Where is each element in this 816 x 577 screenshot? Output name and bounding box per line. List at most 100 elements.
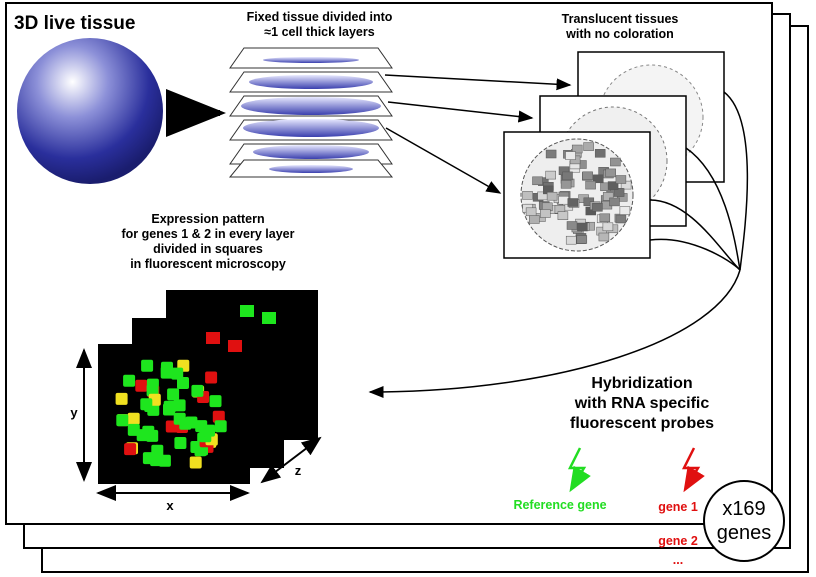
fluorescent-tile	[205, 371, 218, 384]
fluorescent-tile	[136, 429, 149, 442]
slice-tile	[582, 171, 593, 181]
fixed-tissue-line-2: ≈1 cell thick layers	[264, 25, 375, 39]
translucent-label: Translucent tissues with no coloration	[540, 12, 700, 42]
fluorescent-tile	[116, 414, 129, 427]
hybridization-line-1: Hybridization	[591, 375, 693, 392]
slice-tile	[576, 235, 588, 244]
fluorescent-tile	[190, 441, 203, 453]
slice-tile	[615, 175, 627, 184]
slice-tile	[613, 188, 625, 197]
slice-tile	[605, 168, 616, 178]
reference-probe-icon	[567, 447, 591, 493]
slice-tile	[598, 232, 610, 242]
expression-panels	[98, 290, 318, 484]
fluorescent-tile	[135, 379, 148, 392]
fluorescent-tile	[161, 361, 173, 374]
fluorescent-tile	[140, 398, 153, 411]
gene-probe-icon	[681, 447, 705, 493]
tissue-layers	[228, 47, 394, 178]
translucent-line-2: with no coloration	[566, 27, 674, 41]
hybridization-line-2: with RNA specific	[574, 395, 710, 412]
live-tissue-sphere	[17, 38, 163, 184]
translucent-slices	[503, 51, 725, 259]
fluorescent-tile	[189, 456, 202, 469]
slice-tile	[545, 149, 557, 159]
fluorescent-tile	[142, 452, 155, 465]
gene2-label: gene 2	[658, 534, 698, 548]
slice-tile	[593, 174, 604, 184]
fluorescent-tile	[173, 399, 186, 412]
slice-tile	[585, 180, 596, 190]
fluorescent-tile	[124, 443, 137, 456]
fluorescent-tile	[115, 392, 128, 405]
fluorescent-tile	[214, 420, 227, 433]
fluorescent-tile	[240, 305, 254, 317]
fluorescent-tile	[177, 377, 189, 389]
fluorescent-tile	[185, 416, 198, 429]
slice-tile	[594, 149, 606, 158]
z-axis-arrow	[260, 436, 322, 484]
slice-tile	[567, 198, 579, 207]
slice-tile	[558, 195, 569, 205]
fluorescent-tile	[146, 429, 159, 442]
slice-tile	[592, 203, 603, 212]
slice-tile	[607, 181, 619, 190]
gene-counter-top: x169	[722, 498, 766, 520]
fluorescent-tile	[206, 332, 220, 344]
gene-counter-circle	[703, 480, 785, 562]
expression-label: Expression pattern for genes 1 & 2 in ev…	[88, 212, 328, 272]
slice-tile	[529, 215, 540, 224]
expression-line-1: Expression pattern	[151, 212, 265, 226]
slice-tile	[577, 222, 588, 232]
fluorescent-tile	[209, 395, 222, 408]
fixed-tissue-line-1: Fixed tissue divided into	[246, 10, 393, 24]
fluorescent-tile	[174, 437, 187, 449]
slice-tile	[546, 191, 558, 201]
axis-x-label: x	[166, 498, 174, 513]
fluorescent-tile	[167, 388, 180, 401]
axis-z-label: z	[294, 463, 302, 478]
slice-tile	[602, 222, 614, 232]
fluorescent-tile	[158, 454, 171, 467]
slice-tile	[545, 170, 556, 180]
translucent-line-1: Translucent tissues	[561, 12, 679, 26]
fluorescent-tile	[191, 384, 204, 397]
fluorescent-tile	[163, 400, 176, 413]
slice-tile	[565, 151, 576, 160]
slice-tile	[560, 180, 572, 189]
fluorescent-tile	[203, 424, 215, 437]
expression-line-2: for genes 1 & 2 in every layer	[121, 227, 295, 241]
slice-tile	[566, 221, 578, 230]
page-title: 3D live tissue	[14, 13, 136, 34]
slice-tile	[540, 209, 551, 218]
fluorescent-tile	[171, 367, 184, 380]
slice-tile	[557, 211, 569, 220]
slice-tile	[599, 213, 611, 223]
slice-tile	[571, 144, 583, 154]
fixed-tissue-label: Fixed tissue divided into ≈1 cell thick …	[232, 10, 407, 40]
gene-counter-bottom: genes	[716, 522, 772, 544]
slice-tile	[583, 142, 594, 151]
ellipsis-label: ...	[672, 553, 684, 567]
fluorescent-tile	[173, 412, 186, 425]
slice-tile	[532, 176, 543, 186]
slice-tile	[522, 191, 533, 200]
slice-tile	[565, 235, 577, 245]
gene1-label: gene 1	[658, 500, 698, 514]
slice-tile	[562, 171, 573, 181]
slice-tile	[609, 197, 620, 207]
hybridization-label: Hybridization with RNA specific fluoresc…	[552, 374, 732, 434]
slice-tile	[619, 206, 631, 215]
fluorescent-tile	[262, 312, 276, 324]
slice-tile	[610, 157, 621, 167]
fluorescent-tile	[141, 359, 154, 372]
expression-line-3: divided in squares	[153, 242, 263, 256]
arrow-layer-slice-3	[385, 127, 502, 194]
hybridization-line-3: fluorescent probes	[569, 415, 715, 432]
fluorescent-tile	[146, 384, 159, 397]
reference-gene-label: Reference gene	[513, 498, 607, 512]
axis-y-label: y	[70, 405, 78, 420]
slice-tile	[615, 214, 627, 224]
arrow-layer-slice-2	[387, 101, 534, 123]
